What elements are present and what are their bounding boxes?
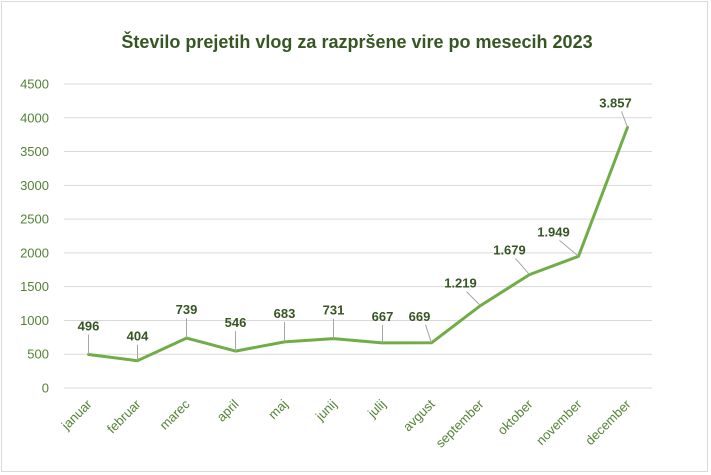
series-line [87, 125, 629, 363]
y-tick-label: 4500 [20, 77, 49, 92]
data-label: 1.949 [537, 224, 570, 239]
data-label: 667 [372, 309, 394, 324]
x-tick-label: avgust [400, 396, 438, 434]
y-tick-label: 2000 [20, 245, 49, 260]
x-tick-label: december [582, 396, 634, 448]
series-line-group [87, 125, 629, 363]
data-label-leader [466, 291, 481, 307]
x-tick-label: november [533, 396, 585, 448]
data-label: 683 [274, 306, 296, 321]
data-label-leader [621, 111, 628, 128]
data-label: 739 [176, 302, 198, 317]
x-tick-label: januar [58, 396, 95, 433]
data-label: 3.857 [599, 95, 632, 110]
x-tick-label: september [433, 396, 488, 451]
data-labels: 496 404 739 546 683 731 667 669 1.219 1.679 1.949 3… [78, 95, 632, 361]
chart-title: Število prejetih vlog za razpršene vire … [121, 31, 592, 52]
y-tick-label: 2500 [20, 212, 49, 227]
y-axis-tick-labels: 0 500 1000 1500 2000 2500 3000 3500 4000 4500 [20, 77, 49, 396]
data-label-leader [515, 258, 530, 275]
data-label-leader [425, 324, 432, 343]
x-axis-tick-labels: januar februar marec april maj junij julij avgu… [58, 396, 634, 451]
data-label: 1.219 [444, 276, 477, 291]
y-tick-label: 3000 [20, 178, 49, 193]
y-tick-label: 500 [27, 347, 49, 362]
data-label: 669 [409, 309, 431, 324]
data-label: 731 [323, 303, 345, 318]
x-tick-label: februar [104, 396, 144, 436]
data-label: 496 [78, 318, 100, 333]
data-label: 1.679 [493, 243, 526, 258]
data-label: 546 [225, 315, 247, 330]
x-tick-label: oktober [494, 396, 536, 438]
x-tick-label: maj [265, 396, 290, 421]
y-tick-label: 3500 [20, 144, 49, 159]
x-tick-label: junij [312, 396, 340, 424]
x-tick-label: julij [364, 396, 389, 421]
x-tick-label: marec [156, 396, 192, 432]
data-label-leader [559, 239, 579, 257]
y-tick-label: 1000 [20, 313, 49, 328]
x-tick-label: april [214, 396, 242, 424]
data-label: 404 [127, 329, 149, 344]
y-tick-label: 0 [42, 381, 49, 396]
gridlines [64, 83, 652, 389]
y-tick-label: 4000 [20, 110, 49, 125]
y-tick-label: 1500 [20, 279, 49, 294]
